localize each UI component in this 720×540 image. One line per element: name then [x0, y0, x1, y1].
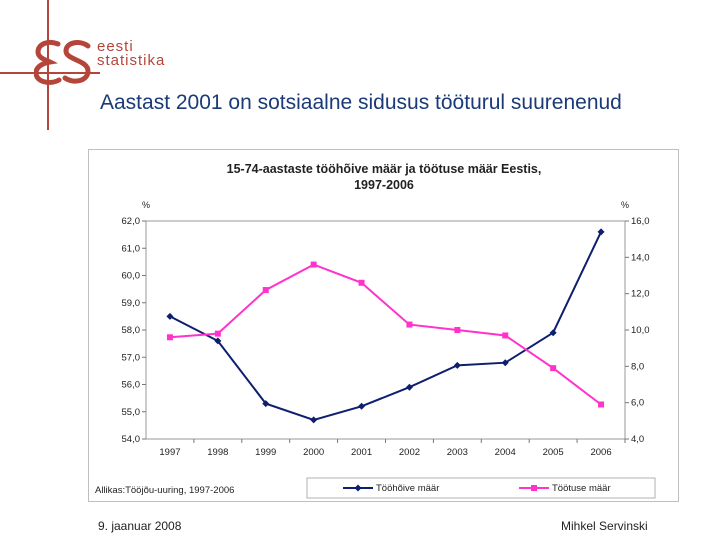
logo-vertical-line: [47, 0, 49, 130]
left-tick-label: 62,0: [122, 216, 141, 227]
left-tick-label: 61,0: [122, 243, 141, 254]
series-2-point: [598, 401, 605, 408]
series-2-point: [310, 261, 317, 268]
x-tick-label: 2006: [590, 447, 611, 458]
x-tick-label: 2004: [495, 447, 516, 458]
left-tick-label: 56,0: [122, 380, 141, 391]
legend-label-2: Töötuse määr: [552, 483, 611, 494]
legend-marker-1: [354, 484, 362, 492]
series-2-point: [262, 287, 269, 294]
series-1-point: [358, 402, 366, 410]
logo-horizontal-line: [0, 72, 100, 74]
line-chart: 15-74-aastaste tööhõive määr ja töötuse …: [95, 162, 656, 499]
left-tick-label: 58,0: [122, 325, 141, 336]
left-axis-unit: %: [142, 200, 150, 210]
series-1-point: [597, 228, 605, 236]
logo-line-2: statistika: [97, 52, 166, 69]
chart-title-line-2: 1997-2006: [354, 178, 414, 192]
right-tick-label: 6,0: [631, 398, 644, 409]
series-1-point: [214, 337, 222, 345]
series-2-point: [214, 330, 221, 337]
series-line-2: [169, 263, 602, 406]
series-1-point: [262, 400, 270, 408]
right-tick-label: 4,0: [631, 434, 644, 445]
x-tick-label: 1998: [207, 447, 228, 458]
right-tick-label: 16,0: [631, 216, 650, 227]
left-tick-label: 59,0: [122, 298, 141, 309]
series-1-point: [501, 359, 509, 367]
left-tick-label: 55,0: [122, 407, 141, 418]
x-tick-label: 2005: [543, 447, 564, 458]
right-tick-label: 12,0: [631, 289, 650, 300]
series-2-point: [358, 279, 365, 286]
x-tick-label: 2000: [303, 447, 324, 458]
logo-line-1: eesti: [97, 38, 134, 55]
right-tick-label: 8,0: [631, 361, 644, 372]
logo-text: eesti statistika: [97, 38, 166, 69]
x-tick-label: 1999: [255, 447, 276, 458]
legend-label-1: Tööhõive määr: [376, 483, 439, 494]
series-2-point: [550, 365, 557, 372]
chart-frame: 15-74-aastaste tööhõive määr ja töötuse …: [88, 149, 679, 502]
series-1-point: [310, 416, 318, 424]
x-tick-label: 2003: [447, 447, 468, 458]
plot-area: [145, 220, 626, 440]
slide-title: Aastast 2001 on sotsiaalne sidusus töötu…: [100, 91, 622, 114]
series-2-point: [454, 327, 461, 333]
x-tick-label: 2002: [399, 447, 420, 458]
right-tick-label: 14,0: [631, 252, 650, 263]
series-1-point: [549, 329, 557, 337]
series-1-point: [453, 361, 461, 369]
x-tick-label: 2001: [351, 447, 372, 458]
left-tick-label: 57,0: [122, 352, 141, 363]
legend-box: [306, 477, 656, 499]
right-tick-label: 10,0: [631, 325, 650, 336]
series-1-point: [166, 312, 174, 320]
chart-title-line-1: 15-74-aastaste tööhõive määr ja töötuse …: [227, 162, 542, 176]
right-axis-unit: %: [621, 200, 629, 210]
left-tick-label: 60,0: [122, 271, 141, 282]
es-logo-icon: [34, 39, 91, 85]
series-2-point: [166, 334, 173, 341]
series-2-point: [502, 332, 509, 339]
series-1-point: [405, 383, 413, 391]
footer-author: Mihkel Servinski: [561, 519, 648, 533]
x-tick-label: 1997: [159, 447, 180, 458]
left-tick-label: 54,0: [122, 434, 141, 445]
source-note: Allikas:Tööjõu-uuring, 1997-2006: [95, 485, 234, 496]
series-2-point: [406, 321, 413, 328]
footer-date: 9. jaanuar 2008: [98, 519, 182, 533]
series-line-1: [169, 231, 602, 421]
legend-marker-2: [531, 485, 537, 491]
